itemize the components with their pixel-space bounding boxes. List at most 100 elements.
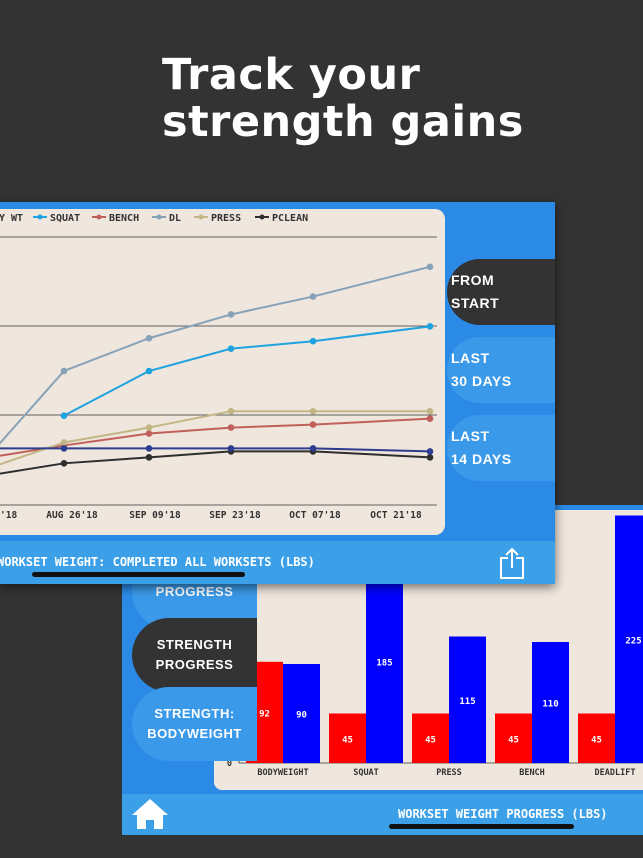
bar-value-label: 45 [342, 735, 353, 745]
tab-strength-bodyweight[interactable]: STRENGTH: BODYWEIGHT [132, 687, 257, 761]
x-tick-label: SEP 23'18 [209, 510, 261, 521]
legend-label: Y WT [0, 213, 23, 224]
bar [495, 713, 532, 763]
tab-last-30-days-line1: LAST [451, 350, 490, 366]
legend-label: DL [169, 213, 181, 224]
tab-strength-progress-line2: PROGRESS [155, 657, 234, 672]
legend-label: PRESS [211, 213, 241, 224]
series-line [0, 410, 430, 466]
x-tick-label: SEP 09'18 [129, 510, 181, 521]
category-label: BODYWEIGHT [257, 768, 308, 778]
tab-last-14-days-line2: 14 DAYS [451, 451, 512, 467]
tab-last-14-days-line1: LAST [451, 428, 490, 444]
bar [329, 713, 366, 763]
back-bottom-title: WORKSET WEIGHT PROGRESS (LBS) [398, 807, 608, 821]
category-label: PRESS [436, 768, 462, 778]
x-tick-label: AUG 26'18 [46, 510, 98, 521]
series-line [0, 450, 431, 475]
bar-value-label: 115 [459, 697, 475, 707]
series-point [309, 445, 317, 452]
workset-weight-card: Y WT SQUAT BENCH DL PRESS PCLEAN '18 AUG 26'18 S… [0, 202, 555, 584]
x-tick-label: '18 [0, 510, 17, 521]
series-point [309, 337, 317, 345]
series-point [227, 311, 235, 318]
series-point [309, 293, 317, 300]
line-chart-panel [0, 209, 445, 535]
tab-strength-progress[interactable]: STRENGTH PROGRESS [132, 618, 257, 692]
legend-swatch-dot [156, 214, 162, 220]
front-bottom-bar: WORKSET WEIGHT: COMPLETED ALL WORKSETS (… [0, 541, 555, 584]
category-label: BENCH [519, 768, 545, 778]
tab-last-30-days-line2: 30 DAYS [451, 373, 512, 389]
series-point [145, 454, 153, 461]
series-point [60, 445, 68, 452]
bar [366, 559, 403, 763]
series-point [309, 421, 317, 428]
series-point [145, 334, 153, 342]
tab-from-start-line2: START [451, 295, 500, 311]
line-chart: Y WT SQUAT BENCH DL PRESS PCLEAN '18 AUG 26'18 S… [0, 213, 437, 521]
tab-strength-bodyweight-line1: STRENGTH: [154, 706, 235, 721]
series-point [60, 460, 68, 467]
home-icon[interactable] [130, 797, 170, 831]
series-point [145, 424, 153, 431]
legend-label: SQUAT [50, 213, 80, 224]
series-point [426, 323, 434, 330]
headline-line-1: Track your [162, 50, 421, 100]
series-line [63, 325, 431, 417]
legend-swatch-dot [37, 214, 43, 220]
series-point [145, 430, 153, 437]
bar-value-label: 45 [591, 735, 602, 745]
tab-last-30-days[interactable]: LAST 30 DAYS [447, 337, 555, 403]
bar [578, 713, 615, 763]
series-point [227, 445, 235, 452]
legend-swatch-dot [259, 214, 265, 220]
series-point [60, 367, 68, 375]
category-label: SQUAT [353, 768, 379, 778]
series-line [0, 265, 431, 445]
series-point [426, 454, 434, 461]
series-point [60, 412, 68, 419]
series-point [227, 424, 235, 431]
home-indicator[interactable] [389, 824, 574, 829]
bar [283, 664, 320, 763]
series-point [227, 407, 235, 415]
legend-label: BENCH [109, 213, 139, 224]
series-point [426, 407, 434, 415]
x-tick-label: OCT 07'18 [289, 510, 341, 521]
tab-strength-bodyweight-line2: BODYWEIGHT [147, 726, 242, 741]
bar-value-label: 90 [296, 711, 307, 721]
series-point [145, 367, 153, 375]
tab-last-14-days[interactable]: LAST 14 DAYS [447, 415, 555, 481]
bar [615, 515, 643, 763]
legend-swatch-dot [96, 214, 102, 220]
bar-value-label: 92 [259, 709, 270, 719]
front-bottom-title: WORKSET WEIGHT: COMPLETED ALL WORKSETS (… [0, 555, 315, 569]
category-label: DEADLIFT [595, 768, 636, 778]
y-tick-label: 0 [227, 759, 232, 769]
bar [412, 713, 449, 763]
bar-value-label: 110 [542, 700, 558, 710]
series-point [309, 407, 317, 415]
bar-chart: 01002009290BODYWEIGHT45185SQUAT45115PRES… [217, 510, 643, 778]
bar-value-label: 185 [376, 658, 392, 668]
legend-label: PCLEAN [272, 213, 308, 224]
bar-value-label: 45 [508, 735, 519, 745]
legend-swatch-dot [198, 214, 204, 220]
headline-line-2: strength gains [162, 97, 524, 147]
series-point [145, 445, 153, 452]
headline: Track your strength gains [162, 52, 524, 146]
bar [449, 636, 486, 763]
series-line [0, 447, 431, 453]
series-point [60, 439, 68, 446]
tab-from-start[interactable]: FROM START [447, 259, 555, 325]
series-point [426, 263, 434, 271]
series-point [426, 415, 434, 422]
bar-value-label: 45 [425, 735, 436, 745]
tab-strength-progress-line1: STRENGTH [156, 637, 233, 652]
series-point [227, 345, 235, 352]
home-indicator-front[interactable] [32, 572, 245, 577]
x-tick-label: OCT 21'18 [370, 510, 422, 521]
tab-from-start-line1: FROM [451, 272, 495, 288]
share-icon[interactable] [499, 546, 525, 580]
